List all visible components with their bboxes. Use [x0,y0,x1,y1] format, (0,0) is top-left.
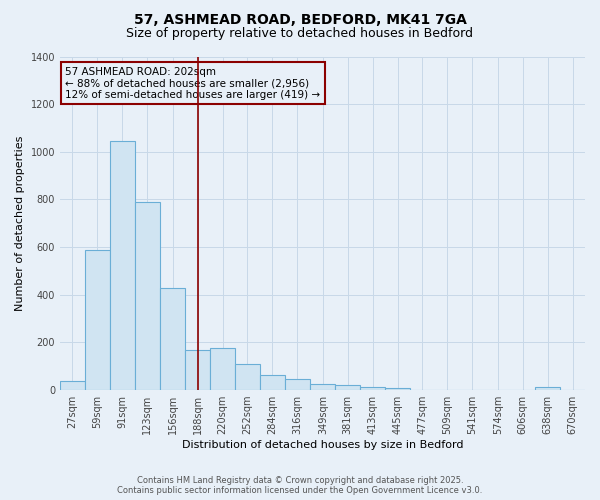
Bar [185,350,210,390]
Bar [60,380,85,390]
Bar [110,141,135,390]
Bar [285,378,310,390]
Bar [160,288,185,390]
Text: Contains HM Land Registry data © Crown copyright and database right 2025.
Contai: Contains HM Land Registry data © Crown c… [118,476,482,495]
Text: Size of property relative to detached houses in Bedford: Size of property relative to detached ho… [127,28,473,40]
Bar [535,386,560,390]
Bar [335,386,360,390]
Bar [210,348,235,390]
Bar [385,388,410,390]
Bar [360,387,385,390]
Bar [310,384,335,390]
Text: 57 ASHMEAD ROAD: 202sqm
← 88% of detached houses are smaller (2,956)
12% of semi: 57 ASHMEAD ROAD: 202sqm ← 88% of detache… [65,66,320,100]
Bar [135,202,160,390]
Bar [235,364,260,390]
Text: 57, ASHMEAD ROAD, BEDFORD, MK41 7GA: 57, ASHMEAD ROAD, BEDFORD, MK41 7GA [134,12,466,26]
Y-axis label: Number of detached properties: Number of detached properties [15,136,25,311]
X-axis label: Distribution of detached houses by size in Bedford: Distribution of detached houses by size … [182,440,463,450]
Bar [260,374,285,390]
Bar [85,250,110,390]
